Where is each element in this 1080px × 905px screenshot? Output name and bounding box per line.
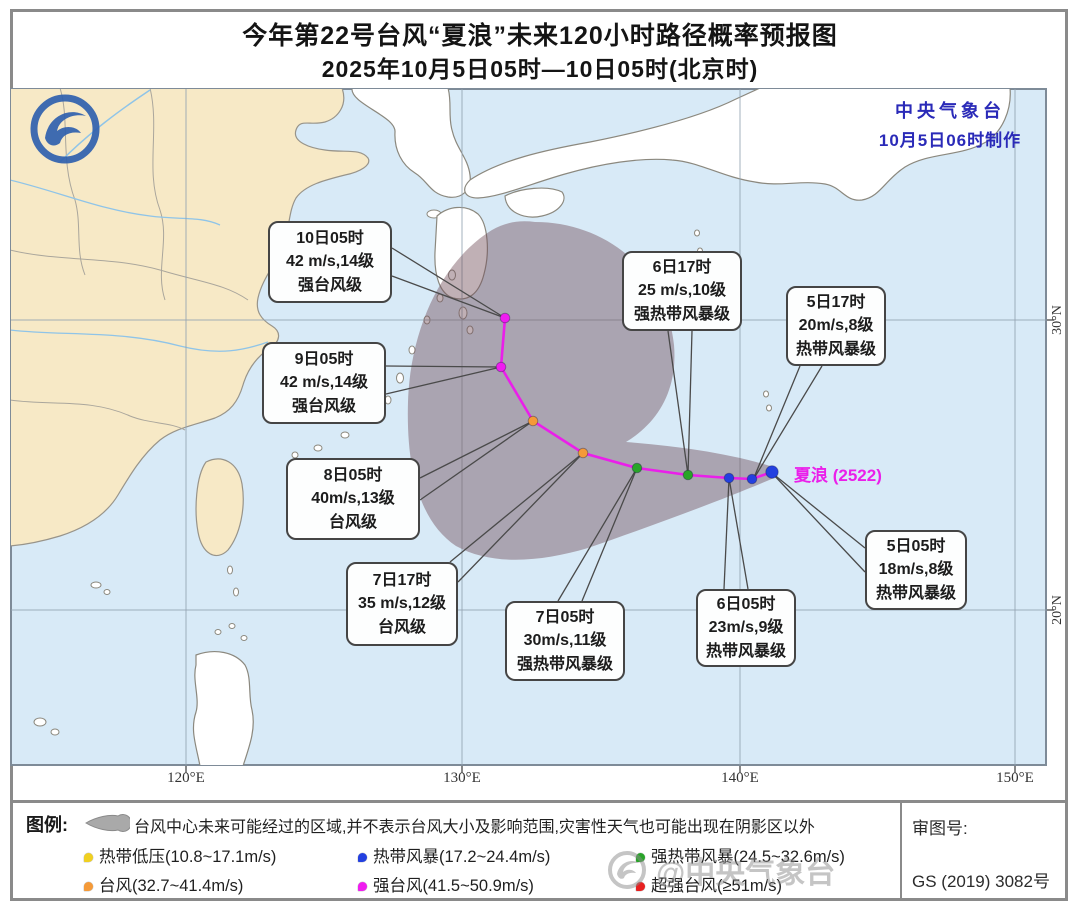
lon-tick-label: 130°E [443, 770, 481, 786]
page-title: 今年第22号台风“夏浪”未来120小时路径概率预报图 [242, 22, 838, 50]
callout-line: 热带风暴级 [875, 584, 956, 602]
legend-divider [900, 800, 902, 901]
forecast-callout: 7日17时 35 m/s,12级 台风级 [346, 562, 458, 646]
legend-dot-icon [636, 882, 645, 892]
forecast-callout: 5日17时 20m/s,8级 热带风暴级 [786, 286, 886, 366]
legend-dot-icon [358, 882, 367, 892]
callout-line: 8日05时 [323, 467, 383, 485]
forecast-callout: 9日05时 42 m/s,14级 强台风级 [262, 342, 386, 424]
callout-line: 10日05时 [296, 230, 364, 248]
callout-line: 热带风暴级 [705, 642, 786, 660]
approval-number: GS (2019) 3082号 [912, 872, 1050, 891]
legend-dot-icon [636, 853, 645, 863]
forecast-callout: 10日05时 42 m/s,14级 强台风级 [268, 221, 392, 303]
legend-dot-icon [84, 882, 93, 892]
callout-line: 台风级 [328, 513, 377, 531]
callout-line: 热带风暴级 [795, 340, 876, 358]
page-subtitle: 2025年10月5日05时—10日05时(北京时) [321, 56, 759, 82]
callout-line: 5日17时 [806, 294, 866, 312]
issuer-block: 中央气象台 10月5日06时制作 [852, 97, 1048, 151]
legend-item-label: 超强台风(≥51m/s) [651, 877, 782, 895]
callout-line: 强台风级 [291, 397, 356, 415]
callout-line: 20m/s,8级 [798, 317, 874, 335]
callout-line: 42 m/s,14级 [279, 374, 369, 392]
legend-item: 热带风暴(17.2~24.4m/s) [358, 843, 550, 867]
legend-item-label: 热带低压(10.8~17.1m/s) [99, 848, 277, 866]
callout-line: 18m/s,8级 [878, 561, 954, 579]
callout-line: 35 m/s,12级 [357, 595, 447, 613]
callout-line: 6日17时 [652, 259, 712, 277]
callout-line: 25 m/s,10级 [637, 282, 727, 300]
legend-item-label: 热带风暴(17.2~24.4m/s) [373, 848, 551, 866]
issuer-agency: 中央气象台 [895, 101, 1005, 121]
legend-item-label: 强热带风暴(24.5~32.6m/s) [651, 848, 845, 866]
legend-title: 图例: [26, 815, 68, 835]
callout-line: 7日05时 [535, 609, 595, 627]
callout-line: 台风级 [377, 618, 426, 636]
callout-line: 9日05时 [294, 351, 354, 369]
cone-legend-icon [85, 814, 130, 832]
legend-item: 热带低压(10.8~17.1m/s) [84, 843, 276, 867]
callout-line: 30m/s,11级 [523, 632, 607, 650]
callout-line: 强台风级 [297, 276, 362, 294]
lon-tick-label: 140°E [721, 770, 759, 786]
forecast-callout: 7日05时 30m/s,11级 强热带风暴级 [505, 601, 625, 681]
legend-item-label: 强台风(41.5~50.9m/s) [373, 877, 534, 895]
legend-item: 超强台风(≥51m/s) [636, 872, 782, 896]
legend-dot-icon [84, 853, 93, 863]
forecast-callout: 5日05时 18m/s,8级 热带风暴级 [865, 530, 967, 610]
callout-line: 强热带风暴级 [516, 655, 613, 673]
legend-item: 台风(32.7~41.4m/s) [84, 872, 243, 896]
lat-tick-label: 20°N [1050, 595, 1065, 625]
forecast-callout: 6日05时 23m/s,9级 热带风暴级 [696, 589, 796, 667]
legend-dot-icon [358, 853, 367, 863]
forecast-callout: 6日17时 25 m/s,10级 强热带风暴级 [622, 251, 742, 331]
issuer-time: 10月5日06时制作 [878, 131, 1022, 150]
legend-panel [10, 800, 1068, 901]
approval-block: 审图号: GS (2019) 3082号 [912, 814, 1050, 892]
cone-legend-description: 台风中心未来可能经过的区域,并不表示台风大小及影响范围,灾害性天气也可能出现在阴… [134, 819, 815, 836]
legend-item: 强热带风暴(24.5~32.6m/s) [636, 843, 845, 867]
legend-item-label: 台风(32.7~41.4m/s) [99, 877, 244, 895]
approval-label: 审图号: [912, 819, 968, 838]
lat-tick-label: 30°N [1050, 305, 1065, 335]
callout-line: 42 m/s,14级 [285, 253, 375, 271]
callout-line: 23m/s,9级 [708, 619, 784, 637]
lon-tick-label: 150°E [996, 770, 1034, 786]
storm-name-label: 夏浪 (2522) [794, 466, 882, 485]
callout-line: 7日17时 [372, 572, 432, 590]
callout-line: 6日05时 [716, 596, 776, 614]
callout-line: 5日05时 [886, 538, 946, 556]
callout-line: 强热带风暴级 [633, 305, 730, 323]
lon-tick-label: 120°E [167, 770, 205, 786]
forecast-callout: 8日05时 40m/s,13级 台风级 [286, 458, 420, 540]
legend-item: 强台风(41.5~50.9m/s) [358, 872, 534, 896]
callout-line: 40m/s,13级 [311, 490, 395, 508]
